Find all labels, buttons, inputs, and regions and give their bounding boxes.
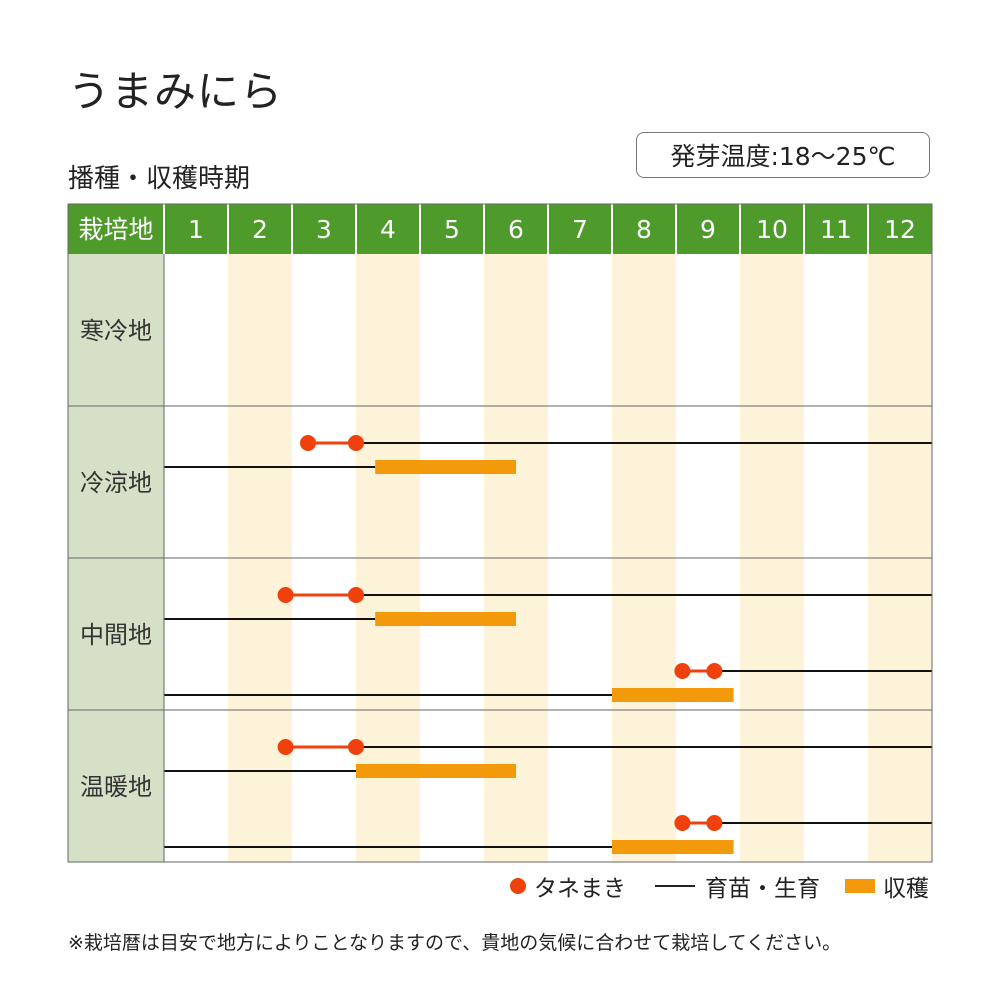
sowing-point [706,815,723,831]
footnote: ※栽培暦は目安で地方によりことなりますので、貴地の気候に合わせて栽培してください… [68,932,842,954]
month-label-7: 7 [572,215,588,244]
month-label-4: 4 [380,215,396,244]
germination-temperature-text: 発芽温度:18〜25℃ [670,142,896,171]
month-label-1: 1 [188,215,204,244]
region-cell [68,710,164,862]
month-label-10: 10 [756,215,788,244]
month-label-5: 5 [444,215,460,244]
month-label-6: 6 [508,215,524,244]
harvest-bar [375,460,516,474]
region-label: 寒冷地 [80,317,152,345]
header-region-label: 栽培地 [78,215,153,244]
section-subtitle: 播種・収穫時期 [68,164,251,194]
sowing-point [348,739,364,755]
harvest-bar [612,840,734,854]
region-cell [68,406,164,558]
germination-temperature-badge: 発芽温度:18〜25℃ [636,132,930,178]
legend-sowing: タネまき [510,868,626,904]
month-label-2: 2 [252,215,268,244]
page-title: うまみにら [68,67,284,116]
sowing-point [300,435,316,451]
harvest-bar-icon [845,879,875,893]
harvest-bar [612,688,734,702]
month-label-12: 12 [884,215,916,244]
legend-sowing-label: タネまき [534,876,626,902]
growing-line-icon [655,885,695,887]
region-label: 中間地 [80,621,152,649]
month-label-3: 3 [316,215,332,244]
sowing-point [706,663,723,679]
sowing-point [277,587,294,603]
sowing-point [348,587,364,603]
harvest-bar [356,764,516,778]
legend-growing: 育苗・生育 [655,868,820,904]
region-label: 冷涼地 [80,469,152,497]
sowing-point [674,815,691,831]
sowing-dot-icon [510,878,526,894]
sowing-point [348,435,364,451]
region-cell [68,254,164,406]
sowing-point [674,663,691,679]
header-row [68,204,932,254]
legend-harvest: 収穫 [845,868,929,904]
month-label-11: 11 [820,215,852,244]
region-label: 温暖地 [80,773,152,801]
month-label-8: 8 [636,215,652,244]
region-cell [68,558,164,710]
harvest-bar [375,612,516,626]
table-border [67,203,933,863]
sowing-point [277,739,294,755]
legend-harvest-label: 収穫 [883,876,929,902]
month-label-9: 9 [700,215,716,244]
legend-growing-label: 育苗・生育 [705,876,820,902]
